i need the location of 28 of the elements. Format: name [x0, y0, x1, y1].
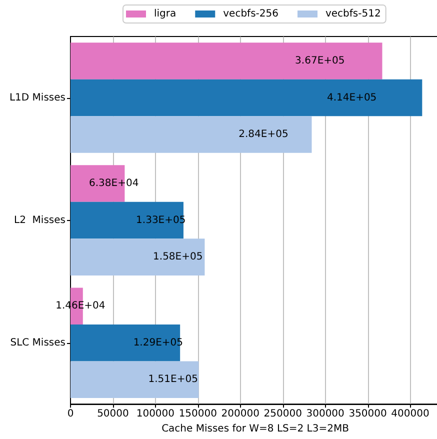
- bar: [70, 202, 184, 239]
- y-tick-label: SLC Misses: [10, 337, 66, 348]
- x-tick-label: 50000: [97, 408, 129, 420]
- x-tick-label: 400000: [391, 408, 430, 420]
- bar: [70, 116, 312, 153]
- x-tick-label: 200000: [221, 408, 260, 420]
- data-label: 1.58E+05: [153, 252, 203, 263]
- x-axis-title: Cache Misses for W=8 LS=2 L3=2MB: [162, 424, 350, 434]
- data-label: 3.67E+05: [295, 56, 345, 67]
- data-label: 2.84E+05: [238, 129, 288, 140]
- bar: [70, 361, 199, 398]
- x-tick-label: 0: [67, 408, 74, 420]
- legend-label: vecbfs-256: [223, 8, 278, 20]
- legend-label: vecbfs-512: [325, 8, 381, 20]
- y-tick-label: L1D Misses: [9, 92, 66, 104]
- x-tick-label: 150000: [178, 408, 218, 420]
- x-tick-label: 350000: [348, 408, 387, 420]
- x-tick-label: 100000: [136, 408, 175, 420]
- data-label: 1.51E+05: [148, 374, 198, 386]
- y-tick-label: L2 Misses: [14, 214, 66, 226]
- legend-label: ligra: [154, 8, 176, 20]
- bar: [70, 238, 205, 276]
- bar: [70, 324, 180, 362]
- bar: [70, 79, 422, 116]
- data-label: 4.14E+05: [326, 92, 377, 104]
- x-tick-label: 250000: [264, 408, 302, 420]
- bar: [70, 42, 382, 80]
- x-tick-label: 300000: [306, 408, 344, 420]
